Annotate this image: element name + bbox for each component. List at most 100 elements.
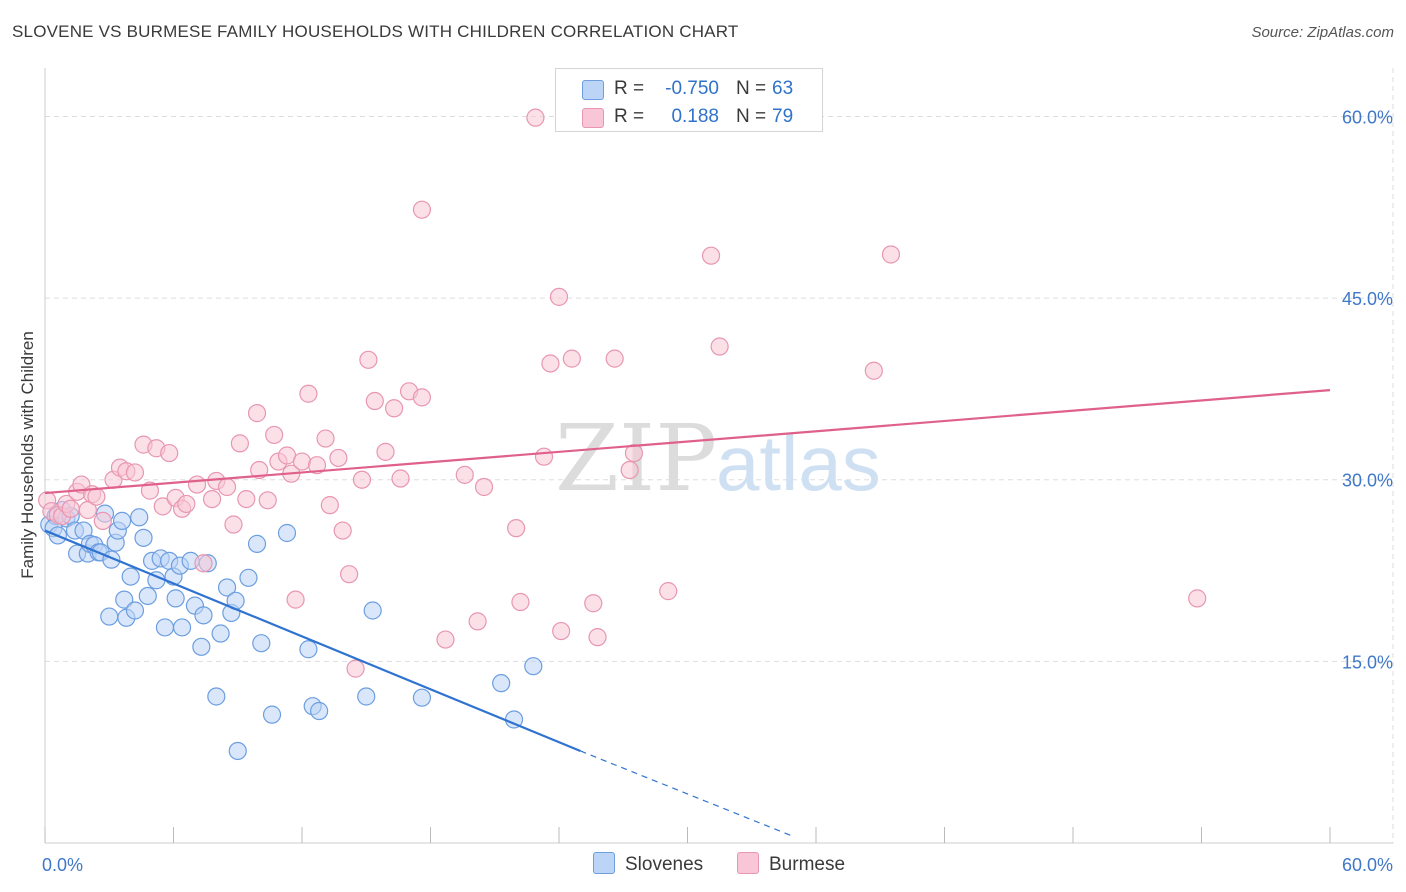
point-burmese xyxy=(250,460,269,480)
point-burmese xyxy=(307,456,327,475)
stats-legend: R = -0.750 N = 63 R = 0.188 N = 79 xyxy=(555,68,823,132)
point-burmese xyxy=(286,590,305,609)
n-label: N = xyxy=(736,78,767,99)
point-slovenes xyxy=(357,687,376,706)
r-label: R = xyxy=(614,106,645,127)
point-slovenes xyxy=(166,589,185,608)
point-burmese xyxy=(511,592,530,612)
point-burmese xyxy=(258,491,277,510)
point-burmese xyxy=(230,434,249,453)
point-slovenes xyxy=(194,606,213,625)
point-burmese xyxy=(177,494,196,514)
trend-lines xyxy=(44,389,1331,838)
point-slovenes xyxy=(121,567,140,586)
point-burmese xyxy=(562,349,581,368)
trend-line-slovenes xyxy=(44,529,581,752)
stats-row-slovenes: R = -0.750 N = 63 xyxy=(556,74,822,102)
r-value: -0.750 xyxy=(665,78,719,99)
source-label: Source: ZipAtlas.com xyxy=(1251,24,1394,41)
legend-swatch-burmese xyxy=(582,108,604,128)
point-burmese xyxy=(320,496,339,515)
x-tick-label: 0.0% xyxy=(42,855,83,875)
point-slovenes xyxy=(228,741,247,761)
point-burmese xyxy=(160,443,179,463)
point-slovenes xyxy=(172,618,192,637)
point-slovenes xyxy=(130,508,149,527)
point-burmese xyxy=(1188,589,1207,608)
point-burmese xyxy=(316,429,335,448)
point-burmese xyxy=(507,519,526,538)
legend-item-burmese[interactable]: Burmese xyxy=(737,852,845,876)
point-burmese xyxy=(292,452,312,471)
point-burmese xyxy=(333,521,352,540)
y-tick-label: 15.0% xyxy=(1342,652,1393,672)
point-burmese xyxy=(701,246,721,265)
point-burmese xyxy=(620,460,639,480)
n-value: 79 xyxy=(772,106,794,127)
point-burmese xyxy=(359,350,378,369)
point-burmese xyxy=(247,404,267,423)
y-tick-label: 45.0% xyxy=(1342,289,1393,309)
grid-lines xyxy=(45,68,1394,843)
point-burmese xyxy=(864,361,883,380)
legend-swatch-slovenes xyxy=(582,80,604,100)
trend-line-burmese xyxy=(44,389,1331,495)
point-burmese xyxy=(605,349,624,368)
point-slovenes xyxy=(155,618,175,637)
point-slovenes xyxy=(262,705,282,724)
point-burmese xyxy=(217,477,237,497)
n-value: 63 xyxy=(772,78,794,99)
point-burmese xyxy=(526,108,545,127)
point-slovenes xyxy=(138,586,157,606)
point-slovenes xyxy=(252,634,271,653)
point-burmese xyxy=(365,391,384,411)
point-slovenes xyxy=(239,568,258,587)
point-burmese xyxy=(534,447,554,466)
point-burmese xyxy=(384,399,404,418)
chart-title: SLOVENE VS BURMESE FAMILY HOUSEHOLDS WIT… xyxy=(12,22,739,41)
legend-swatch-slovenes xyxy=(593,852,615,874)
point-burmese xyxy=(352,470,372,489)
point-slovenes xyxy=(363,601,382,620)
point-burmese xyxy=(588,628,607,647)
tick-labels: 15.0% 30.0% 45.0% 60.0% 0.0% 60.0% xyxy=(42,107,1393,875)
legend-swatch-burmese xyxy=(737,852,759,874)
point-burmese xyxy=(710,337,729,356)
point-slovenes xyxy=(492,674,511,693)
point-burmese xyxy=(87,487,106,506)
point-slovenes xyxy=(211,624,230,643)
point-slovenes xyxy=(115,590,134,609)
point-burmese xyxy=(340,565,359,584)
point-slovenes xyxy=(112,511,132,530)
watermark: ZIP atlas xyxy=(555,405,881,512)
point-burmese xyxy=(412,388,432,407)
point-burmese xyxy=(224,515,243,534)
point-slovenes xyxy=(524,657,543,676)
point-burmese xyxy=(468,612,487,631)
legend-item-slovenes[interactable]: Slovenes xyxy=(593,852,703,876)
point-burmese xyxy=(541,354,560,373)
point-burmese xyxy=(412,200,432,219)
point-burmese xyxy=(140,481,160,500)
point-burmese xyxy=(474,477,494,497)
point-burmese xyxy=(187,475,207,494)
point-burmese xyxy=(549,287,569,306)
point-burmese xyxy=(436,630,455,649)
point-burmese xyxy=(584,594,603,613)
point-burmese xyxy=(346,659,365,678)
point-burmese xyxy=(391,469,410,488)
point-burmese xyxy=(455,465,474,484)
point-slovenes xyxy=(134,528,153,547)
point-slovenes xyxy=(100,607,119,626)
point-slovenes xyxy=(310,701,329,721)
point-slovenes xyxy=(277,523,297,543)
point-burmese xyxy=(61,499,80,518)
y-tick-label: 60.0% xyxy=(1342,107,1393,127)
point-burmese xyxy=(659,582,678,601)
stats-row-burmese: R = 0.188 N = 79 xyxy=(556,102,822,130)
n-label: N = xyxy=(736,106,767,127)
point-slovenes xyxy=(247,534,267,553)
point-burmese xyxy=(237,489,256,509)
point-burmese xyxy=(624,443,644,463)
legend-label-slovenes: Slovenes xyxy=(625,854,704,875)
